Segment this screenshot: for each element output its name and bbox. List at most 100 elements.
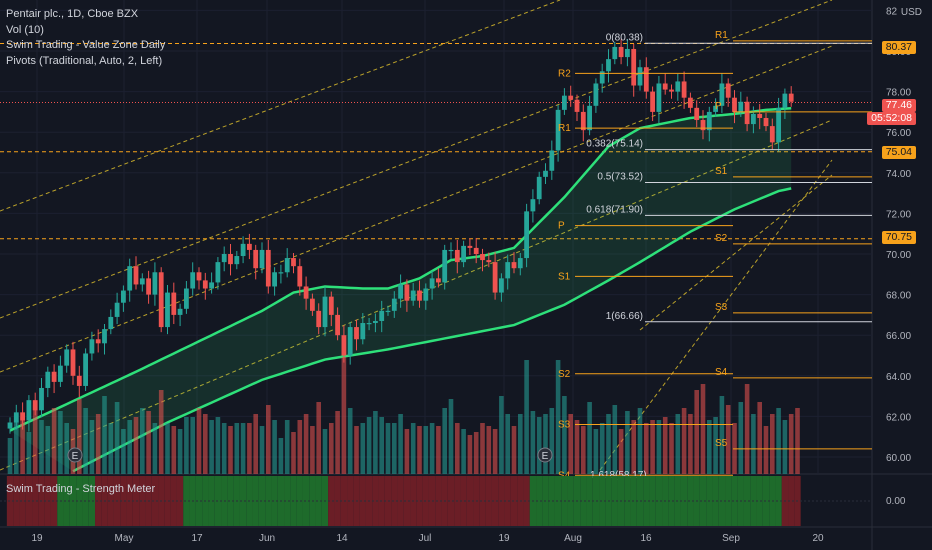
volume-bar [410,423,416,474]
strength-meter-segment [668,476,675,526]
candle-body [643,67,649,92]
strength-meter-segment [491,476,499,526]
candle-body [297,266,303,287]
currency-label[interactable]: USD [900,7,922,18]
candle-body [555,109,561,151]
time-axis-label: 16 [640,533,652,544]
volume-bar [310,426,315,474]
value-zone-indicator-label[interactable]: Swim Trading - Value Zone Daily [6,39,166,51]
volume-bar [158,390,164,474]
volume-bar [7,438,13,474]
candle-body [32,400,38,411]
candle-body [461,245,466,263]
volume-bar [763,426,769,474]
volume-bar [455,423,460,474]
candle-body [675,81,681,92]
pivot-label: S4 [715,367,728,378]
candle-body [83,353,88,386]
pivot-label: S5 [715,438,728,449]
strength-meter-segment [643,476,650,526]
volume-bar [385,423,391,474]
strength-axis-label: 0.00 [886,496,906,507]
candle-body [530,199,536,212]
candle-body [536,176,542,200]
volume-bar [719,396,725,474]
strength-meter-segment [328,476,335,526]
candle-body [637,67,643,86]
symbol-title[interactable]: Pentair plc., 1D, Cboe BZX [6,8,139,20]
volume-bar [467,435,473,474]
strength-meter-label[interactable]: Swim Trading - Strength Meter [6,483,156,495]
candle-body [322,296,328,328]
candle-body [467,245,473,248]
strength-meter-segment [592,476,600,526]
candle-body [64,349,70,366]
level-tag-75: 75.04 [881,146,916,159]
candle-body [373,320,378,324]
level-tag-70: 70.75 [881,231,916,244]
strength-meter-segment [340,476,348,526]
time-axis-label: 20 [812,533,824,544]
volume-bar [499,396,504,474]
volume-bar [316,402,321,474]
volume-bar [650,420,655,474]
volume-indicator-label[interactable]: Vol (10) [6,23,44,36]
strength-meter-segment [504,476,511,526]
strength-meter-segment [460,476,467,526]
volume-bar [417,426,422,474]
candle-body [139,278,145,285]
volume-bar [795,408,800,474]
volume-bar [505,414,510,474]
candle-body [631,48,637,86]
candle-body [95,339,101,344]
strength-meter-segment [599,476,606,526]
candle-body [442,249,448,283]
pivots-indicator-label[interactable]: Pivots (Traditional, Auto, 2, Left) [6,54,163,67]
volume-bar [606,414,611,474]
strength-meter-segment [95,476,102,526]
volume-bar [133,417,139,474]
trend-channel-line [0,0,561,212]
candle-body [278,272,284,274]
volume-bar [259,426,265,474]
pivot-label: S2 [558,369,571,380]
candle-body [20,412,25,421]
strength-meter-segment [712,476,719,526]
time-axis-label: 19 [31,533,43,544]
volume-bar [524,360,529,474]
indicator-legend: Pentair plc., 1D, Cboe BZX Vol (10) Swim… [6,7,165,69]
candle-body [417,290,422,301]
candle-body [45,371,51,388]
strength-meter-segment [271,476,278,526]
candle-body [58,365,63,382]
volume-bar [751,414,756,474]
candle-body [492,262,498,293]
candle-body [127,266,133,291]
volume-bar [39,420,44,474]
candle-body [606,59,611,72]
strength-meter-segment [50,476,58,526]
candle-body [454,249,460,263]
candle-body [788,93,794,102]
volume-bar [644,423,649,474]
volume-bar [64,423,69,474]
candle-body [612,46,618,60]
candle-body [700,120,706,131]
strength-meter-segment [44,476,51,526]
volume-bar [354,426,359,474]
volume-bar [77,399,82,474]
fib-level-label: 0.382(75.14) [586,139,643,150]
candle-body [499,278,504,293]
high-price-tag: 80.37 [881,41,916,54]
volume-bar [536,417,542,474]
volume-bar [398,414,403,474]
candle-body [121,290,126,303]
strength-meter-segment [164,476,171,526]
volume-bar [278,438,284,474]
candle-body [221,254,227,263]
volume-bar [700,384,706,474]
strength-meter-segment [88,476,96,526]
price-axis-label: 62.00 [886,412,911,423]
